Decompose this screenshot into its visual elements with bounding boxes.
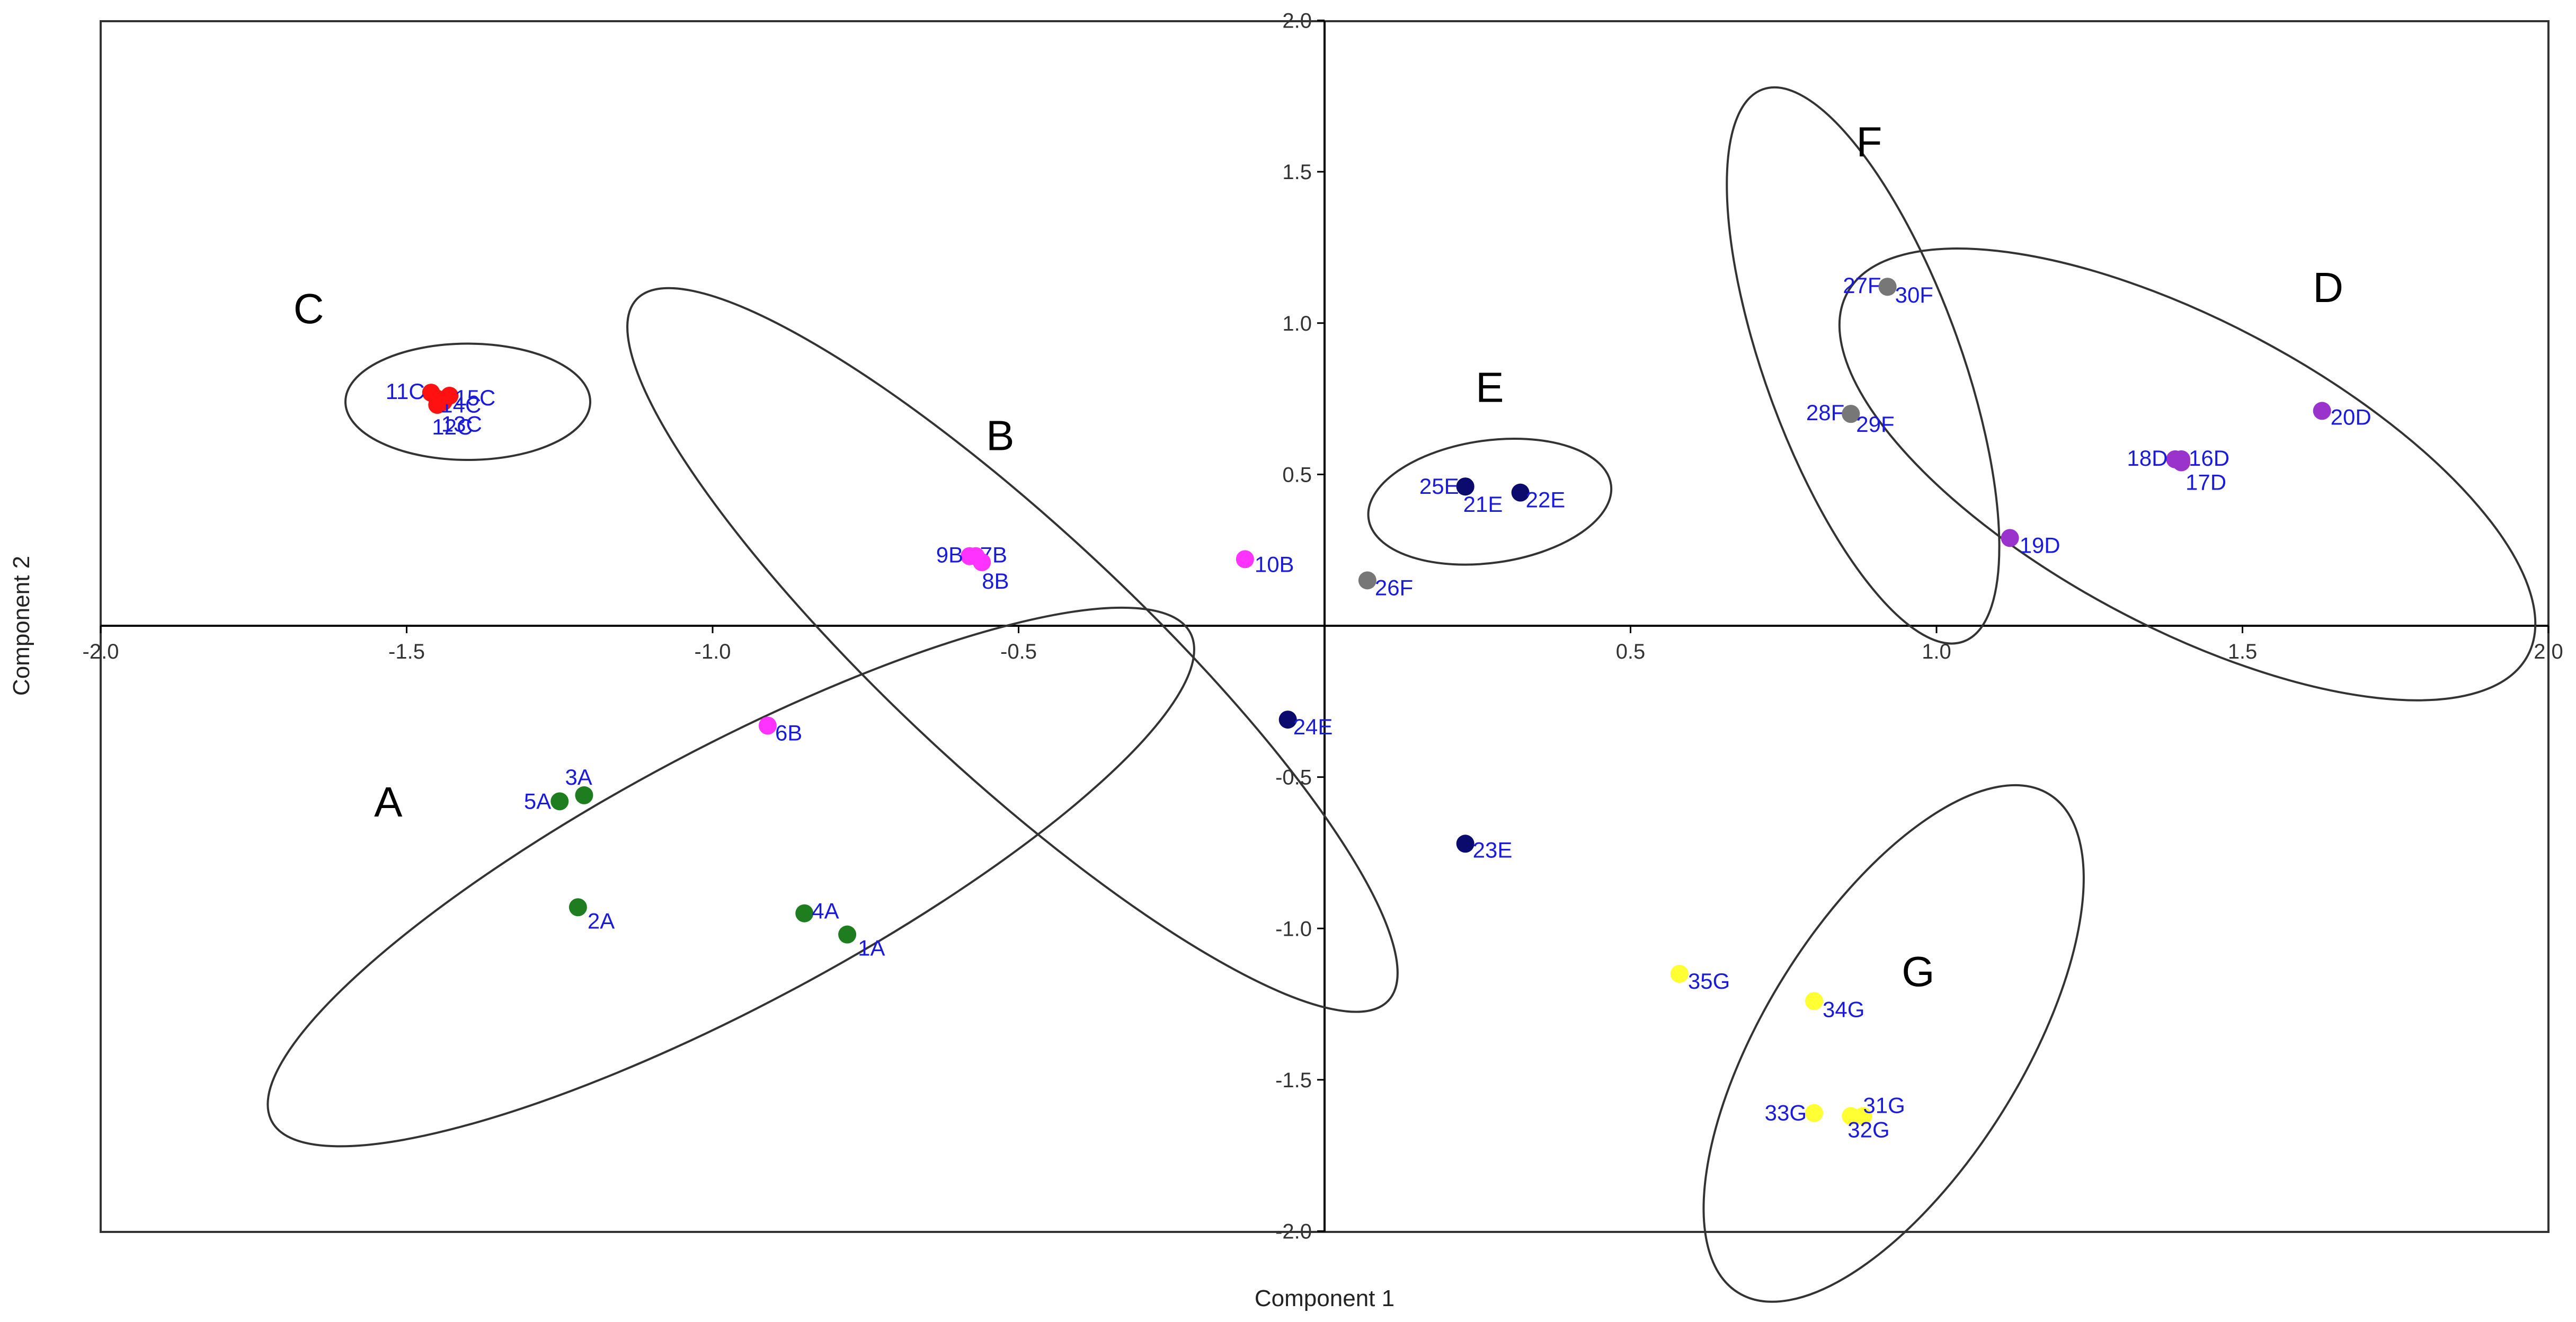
axis-ticks: -2.0 -1.5 -1.0 -0.5 0.5 1.0 1.5 2.02.01.51.00.5… bbox=[83, 10, 2563, 1244]
group-ellipse-g bbox=[1702, 784, 2085, 1303]
point-label-29F: 29F bbox=[1856, 412, 1894, 437]
y-tick-label: 1.0 bbox=[1282, 312, 1312, 335]
point-label-8B: 8B bbox=[982, 569, 1009, 593]
point-32G bbox=[1842, 1107, 1860, 1125]
group-label-b: B bbox=[986, 412, 1014, 459]
y-tick-label: -2.0 bbox=[1275, 1220, 1312, 1244]
y-tick-label: -1.5 bbox=[1275, 1069, 1312, 1092]
group-labels: A B C D E F G bbox=[294, 119, 2343, 995]
point-20D bbox=[2313, 402, 2331, 420]
x-axis-title: Component 1 bbox=[1255, 1285, 1394, 1311]
point-15C bbox=[440, 386, 459, 405]
point-22E bbox=[1511, 483, 1530, 502]
x-tick-label: 2.0 bbox=[2534, 640, 2563, 663]
point-label-4A: 4A bbox=[812, 899, 839, 924]
point-30F bbox=[1878, 278, 1897, 296]
point-label-11C: 11C bbox=[386, 379, 425, 404]
x-tick-label: -2.0 bbox=[83, 640, 119, 663]
point-label-10B: 10B bbox=[1255, 552, 1294, 576]
point-label-22E: 22E bbox=[1526, 487, 1566, 512]
point-9B bbox=[961, 547, 979, 565]
group-ellipse-b bbox=[626, 287, 1399, 1013]
point-10B bbox=[1236, 550, 1254, 569]
point-label-20D: 20D bbox=[2331, 404, 2371, 429]
point-label-2A: 2A bbox=[588, 908, 615, 933]
group-ellipses bbox=[267, 86, 2537, 1303]
point-35G bbox=[1670, 964, 1689, 983]
point-label-23E: 23E bbox=[1473, 837, 1513, 862]
point-label-32G: 32G bbox=[1847, 1117, 1889, 1142]
y-tick-label: 0.5 bbox=[1282, 463, 1312, 486]
point-26F bbox=[1358, 571, 1376, 590]
point-1A bbox=[838, 925, 857, 944]
x-tick-label: 1.5 bbox=[2228, 640, 2258, 663]
point-label-28F: 28F bbox=[1806, 400, 1844, 425]
point-label-33G: 33G bbox=[1765, 1101, 1807, 1125]
point-25E bbox=[1456, 477, 1474, 496]
point-label-5A: 5A bbox=[524, 788, 551, 813]
point-label-31G: 31G bbox=[1863, 1093, 1905, 1117]
group-label-c: C bbox=[294, 285, 324, 332]
point-24E bbox=[1278, 711, 1297, 729]
group-label-e: E bbox=[1476, 363, 1504, 411]
point-label-17D: 17D bbox=[2186, 470, 2226, 495]
y-tick-label: -0.5 bbox=[1275, 766, 1312, 789]
x-tick-label: -1.5 bbox=[388, 640, 425, 663]
point-label-16D: 16D bbox=[2189, 446, 2229, 471]
point-label-30F: 30F bbox=[1895, 282, 1933, 307]
group-label-a: A bbox=[374, 778, 403, 826]
point-label-35G: 35G bbox=[1688, 969, 1730, 993]
point-label-21E: 21E bbox=[1463, 492, 1503, 517]
y-tick-label: 2.0 bbox=[1282, 10, 1312, 33]
group-ellipse-d bbox=[1838, 247, 2537, 702]
point-label-18D: 18D bbox=[2127, 446, 2168, 471]
point-4A bbox=[795, 904, 814, 922]
point-label-15C: 15C bbox=[455, 385, 495, 410]
x-tick-label: -1.0 bbox=[695, 640, 731, 663]
group-ellipse-c bbox=[344, 342, 591, 462]
point-label-26F: 26F bbox=[1375, 575, 1413, 600]
group-ellipse-a bbox=[267, 606, 1195, 1148]
point-label-12C: 12C bbox=[432, 414, 473, 439]
point-label-1A: 1A bbox=[858, 936, 885, 961]
point-19D bbox=[2001, 529, 2019, 547]
group-ellipse-f bbox=[1726, 86, 2001, 645]
y-tick-label: 1.5 bbox=[1282, 161, 1312, 184]
point-29F bbox=[1842, 405, 1860, 423]
point-label-6B: 6B bbox=[775, 721, 802, 746]
point-3A bbox=[575, 786, 593, 804]
point-label-24E: 24E bbox=[1293, 714, 1333, 739]
y-axis-title: Component 2 bbox=[8, 556, 34, 696]
point-label-3A: 3A bbox=[565, 765, 592, 789]
point-2A bbox=[569, 898, 587, 917]
point-18D bbox=[2166, 450, 2184, 468]
point-6B bbox=[758, 716, 777, 735]
y-tick-label: -1.0 bbox=[1275, 917, 1312, 941]
point-label-19D: 19D bbox=[2020, 533, 2060, 557]
point-label-27F: 27F bbox=[1843, 273, 1881, 298]
group-ellipse-e bbox=[1367, 437, 1613, 566]
point-34G bbox=[1805, 992, 1823, 1010]
group-label-d: D bbox=[2313, 264, 2343, 311]
point-label-13C: 13C bbox=[441, 411, 482, 436]
x-tick-label: -0.5 bbox=[1000, 640, 1037, 663]
point-5A bbox=[550, 792, 569, 811]
point-33G bbox=[1805, 1104, 1823, 1122]
group-label-f: F bbox=[1857, 119, 1882, 166]
point-label-34G: 34G bbox=[1823, 997, 1864, 1022]
point-label-9B: 9B bbox=[936, 543, 963, 567]
point-label-25E: 25E bbox=[1419, 474, 1459, 499]
x-tick-label: 0.5 bbox=[1616, 640, 1646, 663]
group-label-g: G bbox=[1902, 948, 1934, 995]
point-23E bbox=[1456, 835, 1474, 853]
